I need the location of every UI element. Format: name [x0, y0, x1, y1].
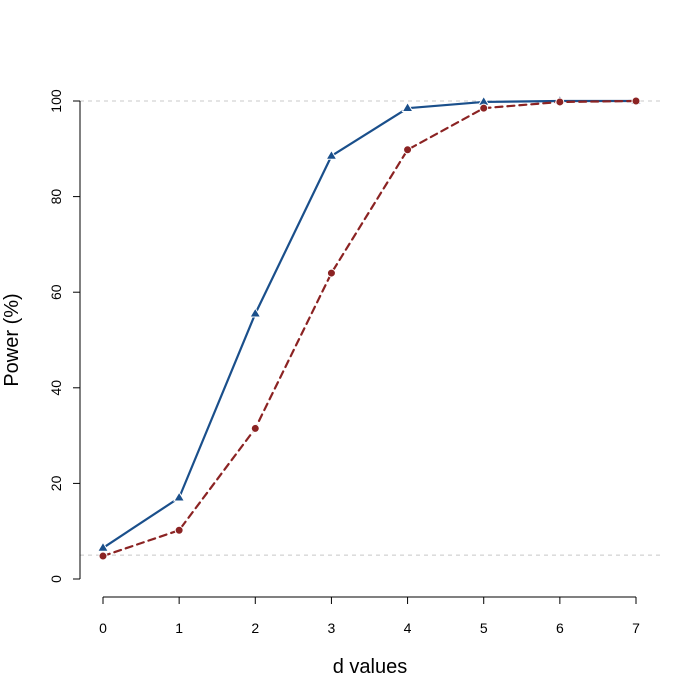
y-tick-label-60: 60 [48, 284, 64, 300]
y-tick-label-80: 80 [48, 189, 64, 205]
series-1-point-2 [249, 307, 262, 318]
series-2-line [101, 99, 638, 558]
series-2-point-2 [250, 423, 260, 433]
x-tick-label-1: 1 [175, 620, 183, 636]
series-1-point-1 [173, 491, 186, 502]
x-tick-label-3: 3 [328, 620, 336, 636]
x-axis-title: d values [333, 656, 408, 678]
y-tick-label-100: 100 [48, 89, 64, 113]
x-tick-label-7: 7 [632, 620, 640, 636]
x-tick-label-6: 6 [556, 620, 564, 636]
y-axis-title: Power (%) [1, 293, 23, 386]
series-2-point-0 [98, 551, 108, 561]
series-1-line [101, 99, 638, 550]
series-2-point-4 [403, 145, 413, 155]
x-tick-label-2: 2 [251, 620, 259, 636]
series-2-point-1 [174, 525, 184, 535]
x-tick-label-5: 5 [480, 620, 488, 636]
series-1-point-3 [325, 149, 338, 160]
y-tick-label-40: 40 [48, 380, 64, 396]
series-2-point-6 [555, 97, 565, 107]
reference-lines [80, 100, 660, 556]
series-2-point-3 [326, 268, 336, 278]
y-tick-label-0: 0 [48, 575, 64, 583]
series-2-point-5 [479, 103, 489, 113]
marker-layer [96, 94, 643, 561]
x-tick-label-0: 0 [99, 620, 107, 636]
axes: 0 1 2 3 4 5 6 7 0 20 40 60 80 100 [48, 89, 640, 636]
series-2-point-7 [631, 96, 641, 106]
x-tick-label-4: 4 [404, 620, 412, 636]
series-1-point-0 [96, 541, 110, 552]
series-1-point-4 [401, 101, 414, 112]
series-layer [101, 99, 638, 558]
y-tick-label-20: 20 [48, 475, 64, 491]
